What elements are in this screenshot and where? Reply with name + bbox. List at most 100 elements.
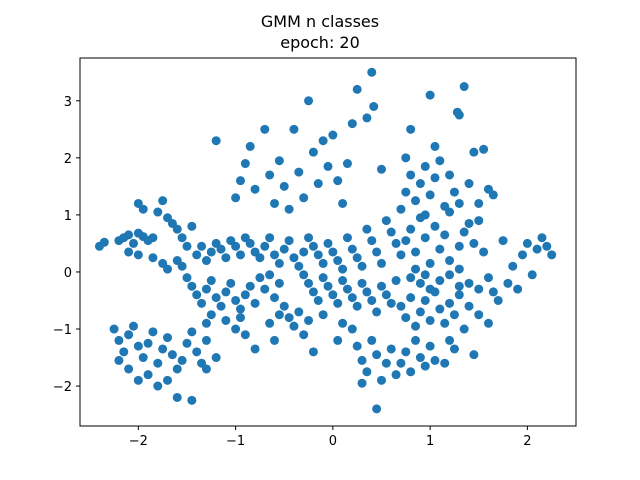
data-point-87	[192, 347, 202, 357]
data-point-61	[235, 304, 245, 314]
data-point-160	[299, 270, 309, 280]
data-point-112	[235, 176, 245, 186]
data-point-258	[464, 218, 474, 228]
data-point-17	[177, 233, 187, 243]
data-point-105	[240, 330, 250, 340]
data-point-190	[347, 324, 357, 334]
data-point-59	[226, 278, 236, 288]
data-point-288	[483, 318, 493, 328]
data-point-141	[308, 241, 318, 251]
data-point-18	[182, 241, 192, 251]
data-point-119	[274, 156, 284, 166]
data-point-80	[158, 344, 168, 354]
data-point-81	[163, 333, 173, 343]
data-point-57	[216, 301, 226, 311]
data-point-237	[430, 173, 440, 183]
data-point-67	[265, 270, 275, 280]
data-point-157	[386, 227, 396, 237]
data-point-209	[430, 355, 440, 365]
data-point-99	[211, 353, 221, 363]
data-point-126	[308, 147, 318, 157]
data-point-240	[401, 153, 411, 163]
data-point-210	[396, 301, 406, 311]
data-point-231	[401, 187, 411, 197]
data-point-159	[396, 250, 406, 260]
data-point-53	[197, 298, 207, 308]
data-point-246	[449, 187, 459, 197]
data-point-255	[488, 190, 498, 200]
data-point-214	[415, 307, 425, 317]
data-point-133	[342, 159, 352, 169]
data-point-113	[240, 159, 250, 169]
data-point-130	[328, 130, 338, 140]
data-point-69	[274, 278, 284, 288]
data-point-152	[362, 224, 372, 234]
data-point-163	[313, 295, 323, 305]
data-point-164	[318, 273, 328, 283]
data-point-198	[386, 344, 396, 354]
x-tick-label: 1	[426, 434, 434, 449]
data-point-73	[124, 330, 134, 340]
data-point-238	[435, 156, 445, 166]
data-point-230	[396, 204, 406, 214]
data-point-115	[250, 184, 260, 194]
data-point-259	[474, 216, 484, 226]
data-point-60	[231, 295, 241, 305]
data-point-180	[279, 301, 289, 311]
data-point-166	[328, 290, 338, 300]
data-point-104	[235, 313, 245, 323]
data-point-43	[270, 250, 280, 260]
data-point-44	[274, 258, 284, 268]
data-point-203	[401, 347, 411, 357]
data-point-55	[206, 276, 216, 286]
data-point-243	[425, 90, 435, 100]
data-point-232	[406, 170, 416, 180]
data-point-74	[128, 321, 138, 331]
data-point-257	[454, 198, 464, 208]
data-point-95	[163, 375, 173, 385]
data-point-131	[333, 176, 343, 186]
data-point-143	[318, 258, 328, 268]
data-points	[94, 67, 557, 414]
data-point-290	[503, 278, 513, 288]
data-point-252	[474, 198, 484, 208]
data-point-51	[187, 281, 197, 291]
data-point-218	[435, 304, 445, 314]
data-point-223	[459, 324, 469, 334]
data-point-45	[279, 244, 289, 254]
data-point-27	[192, 250, 202, 260]
data-point-196	[376, 375, 386, 385]
data-point-118	[270, 198, 280, 208]
data-point-40	[255, 253, 265, 263]
data-point-224	[464, 301, 474, 311]
x-axis: −2 −1 0 1 2	[129, 426, 532, 449]
data-point-227	[449, 344, 459, 354]
data-point-268	[440, 230, 450, 240]
data-point-197	[381, 358, 391, 368]
data-point-162	[308, 287, 318, 297]
data-point-283	[479, 247, 489, 257]
data-point-297	[537, 233, 547, 243]
data-point-295	[527, 270, 537, 280]
data-point-144	[323, 238, 333, 248]
y-tick-label: 1	[64, 209, 72, 224]
data-point-114	[245, 141, 255, 151]
data-point-275	[435, 276, 445, 286]
data-point-211	[401, 313, 411, 323]
data-point-38	[245, 238, 255, 248]
data-point-139	[376, 164, 386, 174]
data-point-149	[347, 244, 357, 254]
data-point-173	[362, 287, 372, 297]
y-tick-label: 3	[64, 95, 72, 110]
data-point-135	[352, 84, 362, 94]
data-point-96	[172, 392, 182, 402]
data-point-220	[445, 298, 455, 308]
data-point-293	[518, 250, 528, 260]
data-point-120	[279, 181, 289, 191]
data-point-111	[231, 193, 241, 203]
data-point-98	[201, 364, 211, 374]
data-point-72	[119, 347, 129, 357]
data-point-262	[411, 247, 421, 257]
data-point-188	[333, 335, 343, 345]
